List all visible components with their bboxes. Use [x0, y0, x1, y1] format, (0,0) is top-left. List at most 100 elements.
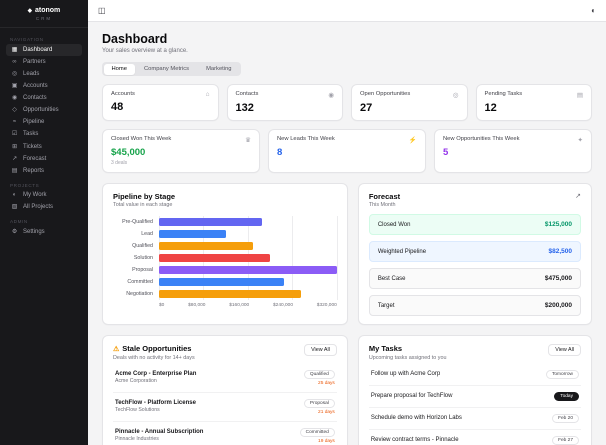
mywork-icon: ◐ — [12, 192, 17, 199]
task-row[interactable]: Prepare proposal for TechFlow Today — [368, 384, 581, 407]
kpi-card-header: Closed Won This Week ♛ — [111, 136, 251, 144]
chart-bar-row — [159, 216, 337, 228]
stage-badge: Proposal — [303, 398, 335, 408]
opportunity-company: Pinnacle Industries — [115, 436, 159, 443]
chart-bar-qualified — [159, 242, 254, 250]
forecast-card: Forecast This Month ↗ Closed Won $125,000… — [357, 182, 592, 325]
chart-bar-row — [159, 228, 337, 240]
leads-icon: ◎ — [11, 70, 18, 77]
task-label: Prepare proposal for TechFlow — [370, 393, 453, 399]
chart-bar-proposal — [159, 266, 337, 274]
sidebar-item-leads[interactable]: ◎ Leads — [6, 68, 82, 80]
tab-home[interactable]: Home — [103, 63, 135, 75]
stat-card-header: Open Opportunities ◎ — [360, 91, 459, 99]
sidebar-item-forecast[interactable]: ↗ Forecast — [6, 153, 82, 165]
stage-badge: Committed — [299, 427, 335, 437]
opportunity-info: Acme Corp - Enterprise Plan Acme Corporat… — [115, 371, 196, 385]
kpi-value: 8 — [277, 147, 283, 158]
forecast-title: Forecast — [368, 191, 401, 201]
task-label: Follow up with Acme Corp — [370, 371, 441, 377]
trophy-icon: ♛ — [245, 137, 251, 144]
days-stale-label: 21 days — [318, 409, 335, 415]
chart-category-labels: Pre-Qualified Lead Qualified Solution Propos… — [113, 216, 159, 300]
tickets-icon: ⊞ — [12, 143, 17, 150]
forecast-row-value: $475,000 — [544, 275, 572, 282]
tasks-view-all-button[interactable]: View All — [548, 344, 581, 356]
contacts-icon: ◉ — [11, 95, 18, 102]
pipeline-icon: ≈ — [12, 119, 17, 126]
opportunity-info: TechFlow - Platform License TechFlow Solu… — [115, 400, 196, 414]
sidebar-item-tickets[interactable]: ⊞ Tickets — [6, 141, 82, 153]
stale-opportunity-row[interactable]: TechFlow - Platform License TechFlow Solu… — [113, 391, 337, 421]
forecast-rows: Closed Won $125,000 Weighted Pipeline $82,5… — [368, 214, 581, 316]
stale-opportunity-row[interactable]: Pinnacle - Annual Subscription Pinnacle I… — [113, 420, 337, 445]
chart-category-label: Qualified — [132, 243, 153, 249]
sidebar-item-label: My Work — [23, 192, 47, 199]
sidebar-item-tasks[interactable]: ☑ Tasks — [6, 129, 82, 141]
sidebar-item-contacts[interactable]: ◉ Contacts — [6, 92, 82, 104]
kpi-label: Closed Won This Week — [111, 136, 172, 142]
kpi-card-header: New Leads This Week ⚡ — [277, 136, 417, 144]
stat-label: Accounts — [111, 91, 135, 97]
chart-bar-row — [159, 252, 337, 264]
chart-tick-label: $80,000 — [188, 303, 206, 308]
theme-toggle-icon[interactable]: ◐ — [591, 6, 596, 15]
stat-label: Contacts — [235, 91, 259, 97]
task-row[interactable]: Follow up with Acme Corp Tomorrow — [369, 364, 581, 385]
due-badge: Today — [554, 391, 579, 401]
tab-bar: Home Company Metrics Marketing — [102, 62, 242, 76]
lists-row: ⚠ Stale Opportunities Deals with no activ… — [102, 335, 592, 445]
logo-subtitle: CRM — [35, 16, 53, 21]
task-row[interactable]: Schedule demo with Horizon Labs Feb 20 — [368, 406, 581, 429]
sidebar-item-label: Settings — [23, 229, 45, 236]
projects-icon: ▧ — [11, 204, 18, 211]
sidebar-item-accounts[interactable]: ▣ Accounts — [6, 80, 82, 92]
stat-card-header: Accounts ⌂ — [111, 91, 210, 98]
sidebar-item-pipeline[interactable]: ≈ Pipeline — [6, 117, 82, 129]
stat-value: 27 — [360, 102, 373, 114]
sidebar-item-dashboard[interactable]: ▦ Dashboard — [6, 44, 82, 56]
pipeline-subtitle: Total value in each stage — [113, 202, 173, 208]
sidebar-item-settings[interactable]: ⚙ Settings — [6, 226, 82, 238]
sidebar-item-label: Partners — [23, 58, 46, 65]
my-tasks-card: My Tasks Upcoming tasks assigned to you … — [357, 335, 592, 445]
chart-bar-negotiation — [159, 290, 301, 298]
nav-section-label-projects: Projects — [10, 182, 40, 188]
task-label: Schedule demo with Horizon Labs — [370, 415, 462, 421]
stat-label: Open Opportunities — [360, 91, 411, 97]
stat-label: Pending Tasks — [484, 91, 523, 97]
sidebar-item-reports[interactable]: ▤ Reports — [6, 165, 82, 177]
stale-opportunities-card: ⚠ Stale Opportunities Deals with no activ… — [102, 335, 348, 445]
topbar: ◫ ◐ — [88, 0, 606, 22]
sidebar-toggle-icon[interactable]: ◫ — [98, 6, 106, 15]
reports-icon: ▤ — [11, 167, 18, 174]
pipeline-chart: Pre-Qualified Lead Qualified Solution Propos… — [113, 216, 338, 308]
forecast-row-target: Target $200,000 — [368, 295, 581, 316]
stale-opportunity-row[interactable]: Acme Corp - Enterprise Plan Acme Corporat… — [113, 364, 337, 392]
sidebar-item-partners[interactable]: ∞ Partners — [6, 56, 82, 68]
sidebar-item-all-projects[interactable]: ▧ All Projects — [6, 202, 82, 214]
tab-company-metrics[interactable]: Company Metrics — [136, 64, 197, 75]
chart-bar-pre-qualified — [159, 218, 262, 226]
chart-category-label: Lead — [141, 231, 153, 237]
logo-icon: ◆ — [27, 7, 32, 14]
sidebar-item-label: Leads — [23, 70, 40, 77]
chart-bar-solution — [159, 254, 271, 262]
forecast-icon: ↗ — [12, 155, 17, 162]
sidebar-item-label: Dashboard — [23, 46, 53, 53]
task-row[interactable]: Review contract terms - Pinnacle Feb 27 — [368, 428, 581, 445]
stale-view-all-button[interactable]: View All — [304, 344, 337, 356]
forecast-subtitle: This Month — [368, 202, 396, 208]
sidebar-item-label: Reports — [23, 167, 45, 174]
forecast-row-best-case: Best Case $475,000 — [368, 268, 581, 289]
tab-marketing[interactable]: Marketing — [198, 64, 239, 75]
tasks-title: My Tasks — [368, 344, 403, 353]
sidebar-item-opportunities[interactable]: ◇ Opportunities — [6, 104, 82, 116]
chart-category-label: Proposal — [132, 267, 153, 273]
opportunity-company: Acme Corporation — [115, 378, 157, 385]
task-label: Review contract terms - Pinnacle — [370, 437, 459, 443]
chart-bars — [159, 216, 338, 300]
stat-card-contacts: Contacts ◉ 132 — [226, 84, 343, 121]
sidebar-item-my-work[interactable]: ◐ My Work — [6, 190, 82, 202]
chart-bar-row — [159, 240, 337, 252]
